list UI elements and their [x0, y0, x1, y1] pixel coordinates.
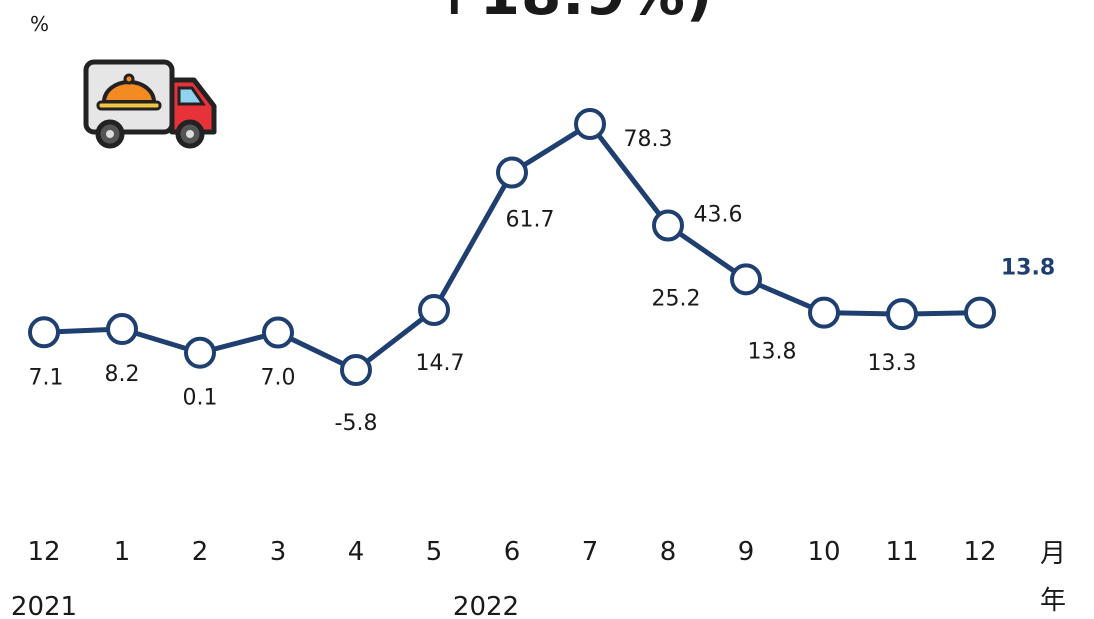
data-label: -5.8 — [335, 411, 378, 436]
unit-label: % — [30, 12, 50, 36]
data-label: 13.8 — [748, 340, 797, 365]
data-label: 61.7 — [506, 208, 555, 233]
data-label: 7.1 — [29, 365, 64, 390]
data-label: 78.3 — [624, 127, 673, 152]
data-label: 25.2 — [652, 286, 701, 311]
data-label: 43.6 — [694, 203, 743, 228]
data-point — [808, 296, 840, 329]
data-label: 13.3 — [868, 351, 917, 376]
data-point — [262, 316, 294, 349]
data-point — [184, 336, 216, 369]
data-label: 13.8 — [1001, 256, 1055, 281]
x-year-label: 2021 — [11, 592, 77, 619]
data-point — [886, 298, 918, 331]
x-tick-label: 8 — [660, 537, 677, 567]
x-tick-label: 9 — [738, 537, 755, 567]
x-tick-label: 6 — [504, 537, 521, 567]
x-year-label: 2022 — [453, 592, 519, 619]
data-point — [418, 294, 450, 327]
data-point — [106, 313, 138, 346]
x-tick-label: 3 — [270, 537, 287, 567]
x-tick-label: 4 — [348, 537, 365, 567]
x-tick-label: 2 — [192, 537, 209, 567]
data-label: 8.2 — [105, 362, 140, 387]
x-tick-label: 1 — [114, 537, 131, 567]
x-tick-label: 10 — [807, 537, 840, 567]
food-delivery-truck-icon — [83, 59, 217, 149]
data-point — [496, 156, 528, 189]
chart-title: +18.9%) — [430, 0, 713, 28]
data-point — [574, 108, 606, 140]
x-tick-label: 5 — [426, 537, 443, 567]
x-tick-label: 12 — [27, 537, 60, 567]
data-label: 14.7 — [416, 351, 465, 376]
x-unit-year: 年 — [1040, 586, 1066, 616]
x-tick-label: 7 — [582, 537, 599, 567]
data-point — [964, 296, 996, 329]
x-unit-month: 月 — [1040, 539, 1066, 569]
data-label: 0.1 — [183, 386, 218, 411]
x-tick-label: 11 — [885, 537, 918, 567]
data-point — [340, 354, 372, 386]
data-point — [28, 316, 60, 349]
data-label: 7.0 — [261, 366, 296, 391]
x-tick-label: 12 — [963, 537, 996, 567]
data-point — [652, 209, 684, 242]
data-point — [730, 263, 762, 296]
